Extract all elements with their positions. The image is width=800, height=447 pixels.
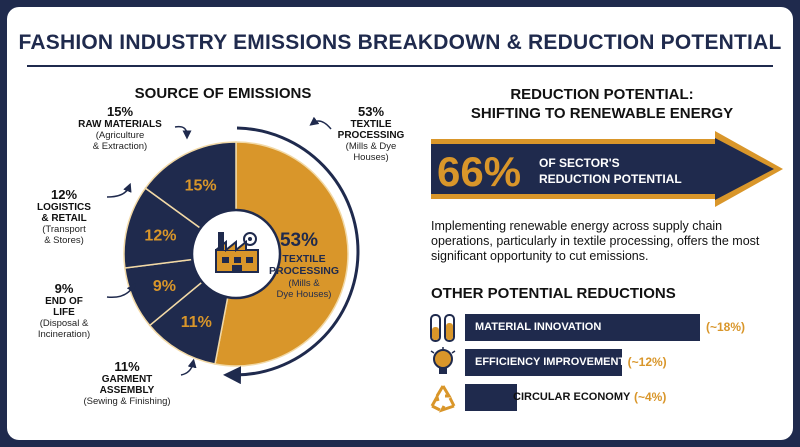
reduction-bar-material-innovation: MATERIAL INNOVATION	[465, 314, 700, 341]
label-end-of-life: 9% END OF LIFE (Disposal & Incineration)	[37, 281, 91, 340]
reduction-bar-value: (~4%)	[634, 390, 667, 404]
label-textile-processing: 53% TEXTILE PROCESSING (Mills & Dye Hous…	[337, 104, 405, 163]
label-garment-assembly: 11% GARMENT ASSEMBLY (Sewing & Finishing…	[83, 359, 171, 407]
reduction-bar-value: (~12%)	[627, 355, 667, 369]
title-divider	[27, 65, 773, 67]
label-raw-materials: 15% RAW MATERIALS (Agriculture & Extract…	[78, 104, 162, 152]
arrow-curve-icon	[106, 182, 132, 198]
factory-icon	[215, 232, 259, 273]
recycle-icon	[430, 385, 456, 413]
pie-slice-label: 12%	[144, 228, 176, 245]
arrow-curve-icon	[309, 116, 332, 130]
emissions-section-title: SOURCE OF EMISSIONS	[134, 85, 312, 102]
textile-inner-pct: 53%	[280, 230, 318, 251]
reduction-bar-circular-economy: CIRCULAR ECONOMY	[465, 384, 630, 411]
reduction-bar-value: (~18%)	[706, 320, 746, 334]
textile-inner-sub2: Dye Houses)	[277, 289, 332, 300]
reduction-description: Implementing renewable energy across sup…	[431, 219, 760, 263]
arrow-curve-icon	[106, 283, 136, 299]
pie-slice-label: 15%	[185, 178, 217, 195]
pie-slice-label: 11%	[181, 314, 212, 331]
label-logistics-retail: 12% LOGISTICS & RETAIL (Transport & Stor…	[37, 187, 91, 246]
arrow-curve-icon	[180, 358, 197, 376]
reduction-arrow-banner: 66% OF SECTOR'S REDUCTION POTENTIAL	[431, 131, 783, 207]
textile-inner-name2: PROCESSING	[269, 265, 339, 277]
textile-outer-arc	[223, 126, 360, 385]
textile-inner-name1: TEXTILE	[282, 253, 325, 265]
arrow-curve-icon	[174, 125, 192, 140]
other-reductions-title: OTHER POTENTIAL REDUCTIONS	[431, 285, 676, 302]
reduction-bar-efficiency-improvements: EFFICIENCY IMPROVEMENTS	[465, 349, 632, 376]
reduction-section-title: REDUCTION POTENTIAL: SHIFTING TO RENEWAB…	[470, 86, 734, 122]
reduction-label-line1: OF SECTOR'S	[539, 156, 620, 170]
reduction-big-value: 66%	[437, 148, 521, 195]
test-tubes-icon	[430, 314, 455, 342]
pie-slice-label: 9%	[153, 278, 176, 295]
lightbulb-icon	[430, 347, 456, 374]
emissions-donut-chart: 11% 9% 12% 15% 53% TEXTILE PROCESSING (Mill…	[123, 126, 360, 385]
page-title: FASHION INDUSTRY EMISSIONS BREAKDOWN & R…	[18, 31, 782, 54]
pie-slice-textile-processing	[214, 141, 349, 367]
label-connectors	[106, 116, 332, 376]
infographic-card: FASHION INDUSTRY EMISSIONS BREAKDOWN & R…	[7, 7, 793, 440]
textile-inner-sub1: (Mills &	[288, 278, 320, 289]
reduction-label-line2: REDUCTION POTENTIAL	[539, 172, 682, 186]
